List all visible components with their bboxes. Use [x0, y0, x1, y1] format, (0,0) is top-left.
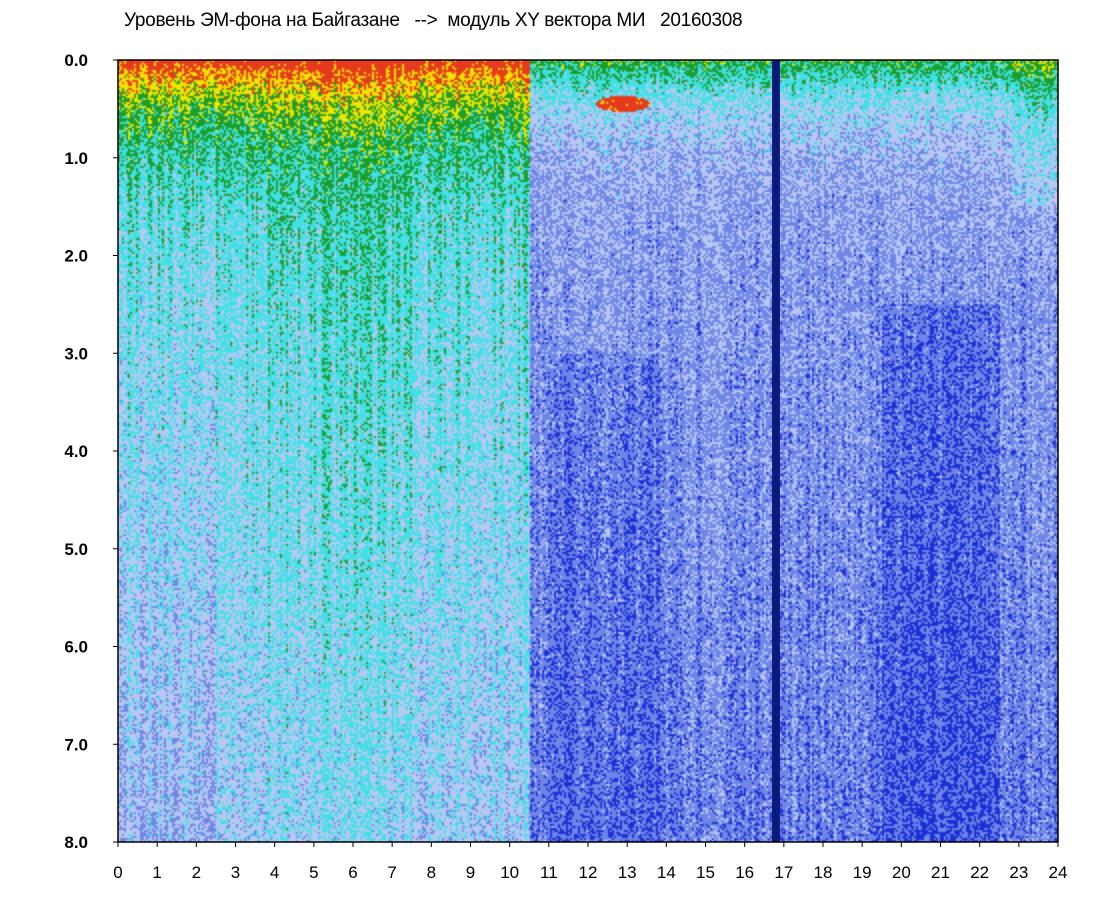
x-tick-label: 24 [1049, 863, 1068, 882]
y-tick-label: 6.0 [64, 638, 88, 657]
chart-title: Уровень ЭМ-фона на Байгазане --> модуль … [124, 10, 743, 31]
x-tick-label: 6 [348, 863, 357, 882]
x-tick-label: 5 [309, 863, 318, 882]
x-tick-label: 10 [500, 863, 519, 882]
x-tick-label: 22 [970, 863, 989, 882]
x-tick-label: 1 [152, 863, 161, 882]
x-tick-label: 11 [540, 863, 558, 882]
plot-area [117, 59, 1059, 843]
x-tick-label: 2 [192, 863, 201, 882]
y-tick-label: 4.0 [64, 442, 88, 461]
y-tick-label: 2.0 [64, 247, 88, 266]
x-tick-label: 17 [774, 863, 793, 882]
x-tick-label: 0 [113, 863, 122, 882]
y-tick-label: 7.0 [64, 735, 88, 754]
x-tick-label: 23 [1009, 863, 1028, 882]
x-tick-label: 8 [427, 863, 436, 882]
x-tick-label: 16 [735, 863, 754, 882]
y-axis: 0.0 1.0 2.0 3.0 4.0 5.0 6.0 7.0 8.0 [64, 51, 118, 852]
x-tick-label: 9 [466, 863, 475, 882]
y-tick-label: 5.0 [64, 540, 88, 559]
x-tick-label: 19 [853, 863, 872, 882]
x-tick-label: 14 [657, 863, 676, 882]
x-tick-label: 7 [387, 863, 396, 882]
x-tick-label: 21 [931, 863, 950, 882]
y-tick-label: 3.0 [64, 344, 88, 363]
y-tick-label: 1.0 [64, 149, 88, 168]
x-tick-label: 18 [814, 863, 833, 882]
y-tick-label: 0.0 [64, 51, 88, 70]
x-tick-label: 15 [696, 863, 715, 882]
x-tick-label: 3 [231, 863, 240, 882]
y-tick-label: 8.0 [64, 833, 88, 852]
x-tick-label: 20 [892, 863, 911, 882]
x-tick-label: 4 [270, 863, 279, 882]
x-axis: 0 1 2 3 4 5 6 7 8 9 10 11 12 13 14 15 16 17 18 19 20 21 22 23 24 [113, 842, 1067, 882]
data-gap-band [772, 60, 780, 842]
x-tick-label: 13 [618, 863, 637, 882]
x-tick-label: 12 [579, 863, 598, 882]
heatmap-image [118, 60, 1058, 842]
